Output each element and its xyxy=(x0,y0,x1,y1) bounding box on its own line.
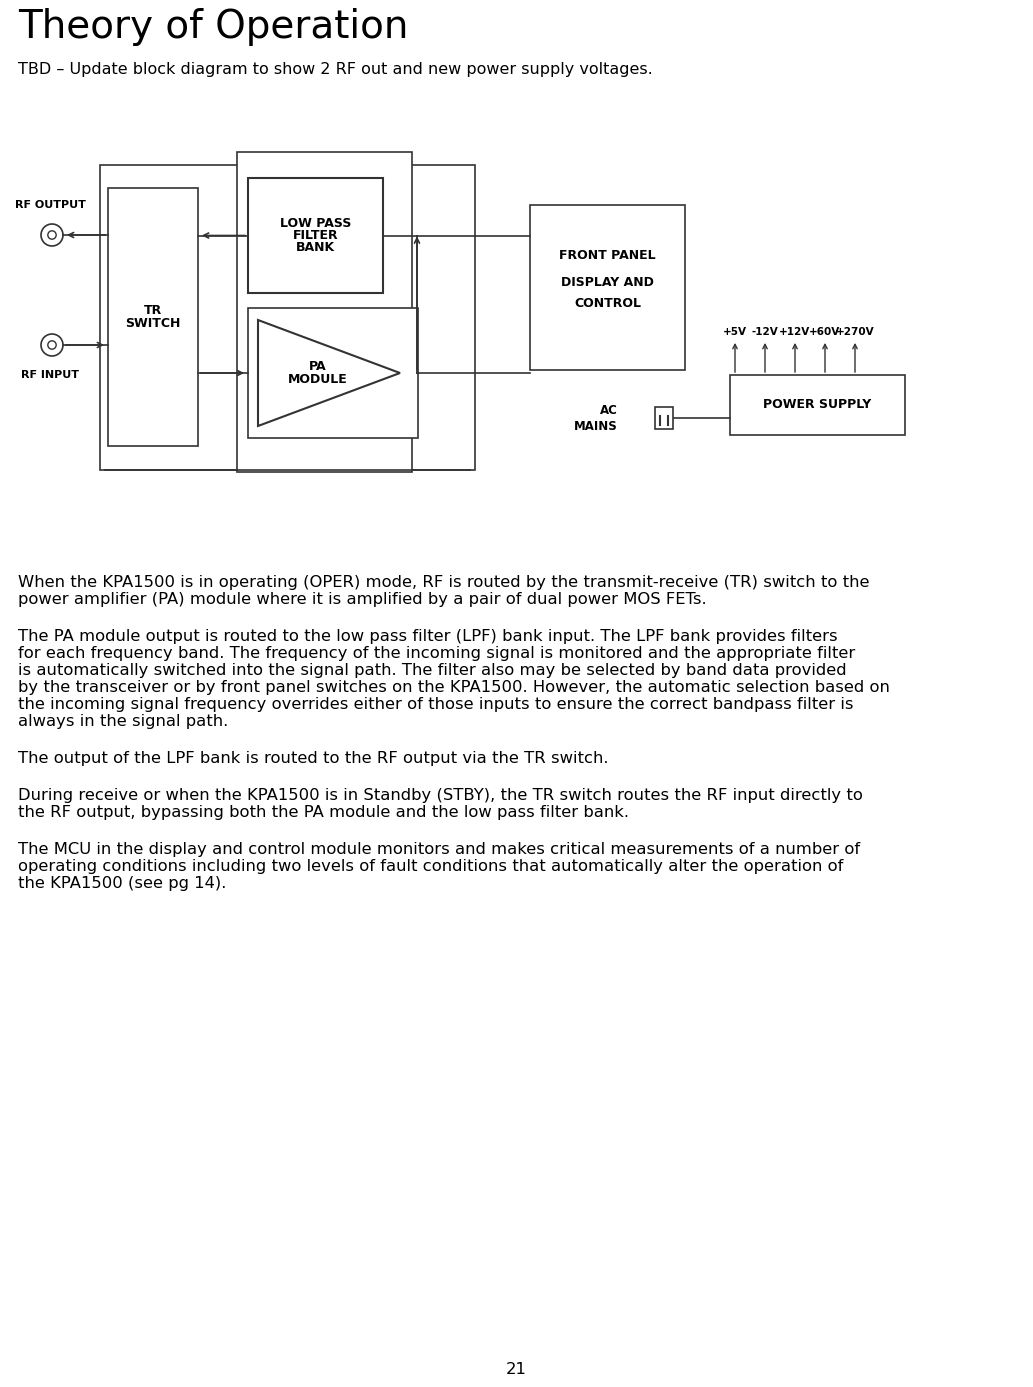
Text: 21: 21 xyxy=(506,1362,527,1377)
Bar xyxy=(730,374,905,436)
Bar xyxy=(100,165,475,470)
Text: by the transceiver or by front panel switches on the KPA1500. However, the autom: by the transceiver or by front panel swi… xyxy=(18,680,889,695)
Text: +12V: +12V xyxy=(779,327,811,337)
Text: MODULE: MODULE xyxy=(288,373,348,386)
Bar xyxy=(655,406,674,429)
Text: FRONT PANEL: FRONT PANEL xyxy=(559,250,656,262)
Text: RF OUTPUT: RF OUTPUT xyxy=(14,200,86,209)
Text: +270V: +270V xyxy=(836,327,874,337)
Text: POWER SUPPLY: POWER SUPPLY xyxy=(763,398,872,412)
Bar xyxy=(530,205,685,370)
Text: The PA module output is routed to the low pass filter (LPF) bank input. The LPF : The PA module output is routed to the lo… xyxy=(18,628,838,644)
Text: the RF output, bypassing both the PA module and the low pass filter bank.: the RF output, bypassing both the PA mod… xyxy=(18,804,629,820)
Bar xyxy=(108,189,198,447)
Text: During receive or when the KPA1500 is in Standby (STBY), the TR switch routes th: During receive or when the KPA1500 is in… xyxy=(18,788,863,803)
Text: TR: TR xyxy=(144,304,162,318)
Text: BANK: BANK xyxy=(295,241,335,254)
Text: -12V: -12V xyxy=(752,327,779,337)
Bar xyxy=(237,153,412,472)
Bar xyxy=(248,308,418,438)
Bar xyxy=(248,178,383,293)
Text: When the KPA1500 is in operating (OPER) mode, RF is routed by the transmit-recei: When the KPA1500 is in operating (OPER) … xyxy=(18,576,870,589)
Text: Theory of Operation: Theory of Operation xyxy=(18,8,408,46)
Text: CONTROL: CONTROL xyxy=(574,297,641,311)
Text: operating conditions including two levels of fault conditions that automatically: operating conditions including two level… xyxy=(18,859,843,874)
Text: TBD – Update block diagram to show 2 RF out and new power supply voltages.: TBD – Update block diagram to show 2 RF … xyxy=(18,62,653,78)
Text: SWITCH: SWITCH xyxy=(125,316,181,330)
Text: DISPLAY AND: DISPLAY AND xyxy=(561,276,654,288)
Text: the incoming signal frequency overrides either of those inputs to ensure the cor: the incoming signal frequency overrides … xyxy=(18,698,853,712)
Text: power amplifier (PA) module where it is amplified by a pair of dual power MOS FE: power amplifier (PA) module where it is … xyxy=(18,592,707,608)
Text: the KPA1500 (see pg 14).: the KPA1500 (see pg 14). xyxy=(18,877,226,890)
Text: The MCU in the display and control module monitors and makes critical measuremen: The MCU in the display and control modul… xyxy=(18,842,860,857)
Text: The output of the LPF bank is routed to the RF output via the TR switch.: The output of the LPF bank is routed to … xyxy=(18,750,608,766)
Text: +5V: +5V xyxy=(723,327,747,337)
Text: AC
MAINS: AC MAINS xyxy=(574,404,618,433)
Text: PA: PA xyxy=(309,361,326,373)
Text: RF INPUT: RF INPUT xyxy=(21,370,79,380)
Text: FILTER: FILTER xyxy=(292,229,339,241)
Text: +60V: +60V xyxy=(810,327,841,337)
Text: is automatically switched into the signal path. The filter also may be selected : is automatically switched into the signa… xyxy=(18,663,847,678)
Text: for each frequency band. The frequency of the incoming signal is monitored and t: for each frequency band. The frequency o… xyxy=(18,646,855,662)
Text: LOW PASS: LOW PASS xyxy=(280,216,351,230)
Text: always in the signal path.: always in the signal path. xyxy=(18,714,228,730)
